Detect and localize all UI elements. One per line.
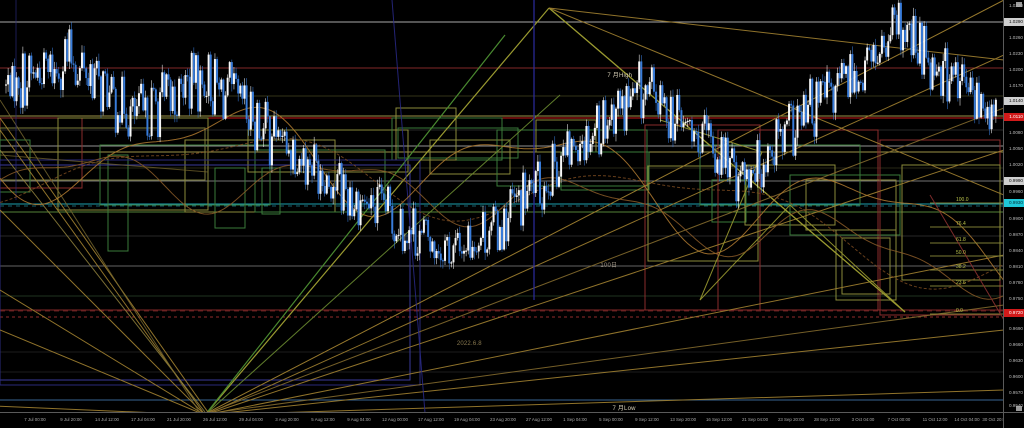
fibonacci-label: 0.0 — [956, 308, 963, 314]
time-axis-tick: 16 Sep 12:00 — [705, 417, 733, 422]
price-axis-tick: 1.0140 — [1004, 97, 1024, 105]
trendlines — [0, 0, 1004, 413]
time-axis-tick: 12 Aug 00:00 — [382, 417, 408, 422]
price-axis-tick: 1.0230 — [1008, 51, 1023, 56]
price-axis-tick: 0.9750 — [1008, 296, 1023, 301]
annotation-july-low: 7 月Low — [612, 405, 636, 412]
price-axis-tick: 1.0260 — [1008, 35, 1023, 40]
time-axis-tick: 19 Aug 04:00 — [454, 417, 480, 422]
fibonacci-label: 38.2 — [956, 264, 966, 270]
time-axis-tick: 3 Oct 04:00 — [851, 417, 875, 422]
time-axis-tick: 1 Sep 04:00 — [563, 417, 587, 422]
time-axis-tick: 26 Jul 12:00 — [203, 417, 227, 422]
price-axis-tick: 0.9930 — [1004, 199, 1024, 207]
fibonacci-retracement — [929, 194, 1004, 321]
time-axis[interactable]: 7 Jul 00:00 9 Jul 20:00 14 Jul 12:00 17 Jul… — [0, 412, 1008, 428]
time-axis-tick: 17 Aug 12:00 — [418, 417, 444, 422]
price-axis-tick: 1.0200 — [1008, 67, 1023, 72]
scale-down-button[interactable] — [1016, 406, 1022, 411]
time-axis-tick: 5 Aug 12:00 — [311, 417, 335, 422]
time-axis-tick: 17 Jul 04:00 — [131, 417, 155, 422]
time-axis-tick: 11 Oct 12:00 — [922, 417, 948, 422]
price-axis-tick: 0.9540 — [1008, 403, 1023, 408]
time-axis-tick: 9 Jul 20:00 — [60, 417, 82, 422]
moving-average-lines — [0, 106, 1004, 300]
time-axis-tick: 9 Sep 12:00 — [635, 417, 659, 422]
time-axis-tick: 5 Sep 00:00 — [599, 417, 623, 422]
chart-canvas — [0, 0, 1004, 413]
price-axis-tick: 1.0080 — [1008, 130, 1023, 135]
axis-corner — [1003, 412, 1024, 428]
price-axis-tick: 1.0110 — [1004, 113, 1024, 121]
time-axis-tick: 27 Aug 12:00 — [526, 417, 552, 422]
price-axis[interactable]: 1.0320 1.0290 1.0260 1.0230 1.0200 1.0170 1.01… — [1003, 0, 1024, 413]
chart-plot-area[interactable]: 7 月High 7 月Low 100日 2022.6.8 100.0 76.4 61… — [0, 0, 1004, 413]
plot-background — [0, 0, 1004, 413]
fibonacci-label: 23.6 — [956, 280, 966, 286]
annotation-date-2022: 2022.6.8 — [456, 340, 482, 347]
price-axis-tick: 1.0020 — [1008, 162, 1023, 167]
price-axis-tick: 0.9810 — [1008, 264, 1023, 269]
time-axis-tick: 30 Oct 20:00 — [982, 417, 1008, 422]
price-axis-tick: 0.9900 — [1008, 216, 1023, 221]
price-axis-tick: 0.9720 — [1004, 309, 1024, 317]
price-axis-tick: 0.9570 — [1008, 390, 1023, 395]
fibonacci-label: 76.4 — [956, 221, 966, 227]
price-axis-tick: 0.9600 — [1008, 374, 1023, 379]
time-axis-tick: 14 Oct 04:00 — [954, 417, 980, 422]
price-axis-tick: 0.9690 — [1008, 326, 1023, 331]
time-axis-tick: 3 Aug 20:00 — [275, 417, 299, 422]
price-axis-tick: 0.9990 — [1004, 177, 1024, 185]
annotation-100-day: 100日 — [600, 263, 618, 270]
annotation-july-high: 7 月High — [607, 73, 633, 80]
candlestick-series — [5, 0, 997, 270]
price-axis-tick: 0.9960 — [1008, 189, 1023, 194]
time-axis-tick: 23 Sep 20:00 — [777, 417, 805, 422]
time-axis-tick: 21 Sep 04:00 — [741, 417, 769, 422]
price-axis-tick: 0.9660 — [1008, 342, 1023, 347]
fibonacci-label: 61.8 — [956, 237, 966, 243]
price-axis-tick: 0.9870 — [1008, 232, 1023, 237]
time-axis-tick: 29 Jul 04:00 — [239, 417, 263, 422]
time-axis-tick: 14 Jul 12:00 — [95, 417, 119, 422]
time-axis-tick: 23 Aug 20:00 — [490, 417, 516, 422]
scale-up-button[interactable] — [1016, 2, 1022, 7]
price-axis-tick: 0.9840 — [1008, 248, 1023, 253]
price-axis-tick: 1.0050 — [1008, 146, 1023, 151]
price-axis-tick: 1.0170 — [1008, 83, 1023, 88]
time-axis-tick: 7 Oct 00:00 — [887, 417, 911, 422]
price-axis-tick: 0.9780 — [1008, 280, 1023, 285]
fibonacci-label: 100.0 — [956, 197, 969, 203]
time-axis-tick: 13 Sep 20:00 — [669, 417, 697, 422]
time-axis-tick: 28 Sep 12:00 — [813, 417, 841, 422]
price-axis-tick: 1.0320 — [1008, 3, 1023, 8]
price-axis-tick: 0.9630 — [1008, 358, 1023, 363]
time-axis-tick: 9 Aug 04:00 — [347, 417, 371, 422]
fibonacci-label: 50.0 — [956, 250, 966, 256]
time-axis-tick: 21 Jul 20:00 — [167, 417, 191, 422]
price-axis-tick: 1.0290 — [1004, 18, 1024, 26]
time-axis-tick: 7 Jul 00:00 — [24, 417, 46, 422]
